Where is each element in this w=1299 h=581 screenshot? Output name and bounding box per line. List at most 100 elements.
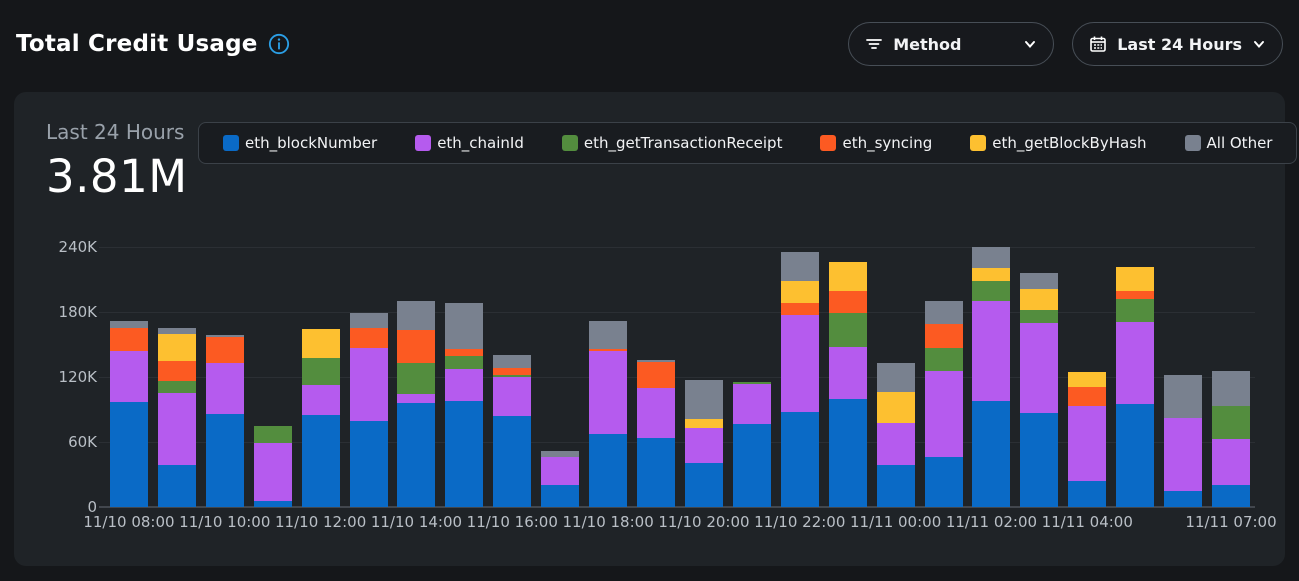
bar-segment-eth_chainId bbox=[1116, 321, 1155, 405]
bar-segment-All Other bbox=[972, 247, 1011, 268]
method-filter-dropdown[interactable]: Method bbox=[848, 22, 1055, 66]
time-range-dropdown[interactable]: Last 24 Hours bbox=[1072, 22, 1283, 66]
stacked-bar-11-11-05-00[interactable] bbox=[1116, 266, 1155, 507]
bar-segment-All Other bbox=[1020, 273, 1059, 290]
bar-segment-eth_getTransactionReceipt bbox=[828, 313, 867, 347]
legend-item-eth_getTransactionReceipt[interactable]: eth_getTransactionReceipt bbox=[561, 134, 783, 152]
bar-segment-eth_syncing bbox=[637, 361, 676, 388]
bar-segment-All Other bbox=[349, 313, 388, 329]
stacked-bar-11-11-06-00[interactable] bbox=[1164, 374, 1203, 507]
legend-item-eth_blockNumber[interactable]: eth_blockNumber bbox=[223, 134, 377, 152]
bar-segment-eth_chainId bbox=[397, 394, 436, 403]
stacked-bar-11-11-04-00[interactable] bbox=[1068, 371, 1107, 507]
bar-segment-eth_blockNumber bbox=[253, 500, 292, 507]
y-axis-label: 60K bbox=[68, 433, 97, 451]
bar-segment-eth_getBlockByHash bbox=[780, 280, 819, 304]
stacked-bar-11-10-16-00[interactable] bbox=[493, 355, 532, 507]
bar-segment-eth_chainId bbox=[637, 387, 676, 438]
bar-segment-eth_getTransactionReceipt bbox=[732, 382, 771, 384]
bar-segment-All Other bbox=[924, 301, 963, 324]
bar-segment-eth_chainId bbox=[301, 384, 340, 415]
legend-label: eth_syncing bbox=[842, 134, 933, 152]
method-filter-label: Method bbox=[893, 34, 962, 54]
stacked-bar-11-10-22-00[interactable] bbox=[780, 252, 819, 507]
legend-item-eth_getBlockByHash[interactable]: eth_getBlockByHash bbox=[970, 134, 1147, 152]
stacked-bar-11-11-00-00[interactable] bbox=[876, 362, 915, 507]
bar-segment-eth_syncing bbox=[397, 330, 436, 363]
legend-swatch bbox=[970, 135, 987, 151]
bar-segment-eth_syncing bbox=[1068, 386, 1107, 407]
legend-item-eth_syncing[interactable]: eth_syncing bbox=[820, 134, 932, 152]
x-axis-line bbox=[99, 506, 1255, 508]
bar-segment-eth_chainId bbox=[157, 393, 196, 465]
calendar-icon bbox=[1090, 36, 1107, 52]
stacked-bar-11-10-18-00[interactable] bbox=[589, 320, 628, 507]
stacked-bar-11-10-09-00[interactable] bbox=[157, 328, 196, 507]
bar-segment-eth_syncing bbox=[924, 323, 963, 348]
bar-segment-eth_getBlockByHash bbox=[828, 262, 867, 292]
bar-segment-eth_syncing bbox=[109, 328, 148, 352]
page-header: Total Credit Usage Method bbox=[0, 0, 1299, 88]
stacked-bar-11-10-11-00[interactable] bbox=[253, 425, 292, 507]
bar-segment-eth_getTransactionReceipt bbox=[1212, 406, 1251, 439]
y-axis-label: 180K bbox=[58, 303, 97, 321]
stacked-bar-11-10-13-00[interactable] bbox=[349, 313, 388, 507]
gridline bbox=[99, 442, 1255, 443]
stacked-bar-11-10-08-00[interactable] bbox=[109, 320, 148, 507]
bar-segment-eth_blockNumber bbox=[684, 462, 723, 507]
bar-segment-eth_syncing bbox=[828, 291, 867, 314]
legend-item-All Other[interactable]: All Other bbox=[1184, 134, 1272, 152]
bar-segment-eth_chainId bbox=[589, 351, 628, 435]
bar-segment-eth_chainId bbox=[924, 370, 963, 458]
bar-segment-eth_blockNumber bbox=[493, 416, 532, 507]
stacked-bar-11-11-03-00[interactable] bbox=[1020, 273, 1059, 507]
bar-segment-All Other bbox=[876, 362, 915, 393]
bar-segment-eth_blockNumber bbox=[732, 423, 771, 507]
bar-segment-eth_chainId bbox=[493, 377, 532, 416]
stacked-bar-11-10-19-00[interactable] bbox=[637, 359, 676, 507]
bar-segment-eth_getTransactionReceipt bbox=[397, 362, 436, 395]
stacked-bar-11-10-23-00[interactable] bbox=[828, 262, 867, 507]
bar-segment-eth_chainId bbox=[109, 351, 148, 402]
stacked-bar-11-11-01-00[interactable] bbox=[924, 301, 963, 507]
legend-label: eth_getTransactionReceipt bbox=[583, 134, 783, 152]
bar-segment-eth_getTransactionReceipt bbox=[253, 425, 292, 444]
stacked-bar-11-10-12-00[interactable] bbox=[301, 329, 340, 507]
chart-legend: eth_blockNumber eth_chainId eth_getTransac… bbox=[198, 122, 1298, 164]
stacked-bar-11-10-10-00[interactable] bbox=[205, 334, 244, 507]
bar-segment-eth_getBlockByHash bbox=[1068, 371, 1107, 387]
x-axis-label: 11/10 16:00 bbox=[466, 513, 558, 531]
info-icon[interactable] bbox=[268, 33, 290, 55]
bar-segment-eth_getTransactionReceipt bbox=[924, 347, 963, 371]
legend-item-eth_chainId[interactable]: eth_chainId bbox=[415, 134, 524, 152]
bar-segment-eth_chainId bbox=[541, 457, 580, 486]
legend-swatch bbox=[820, 135, 837, 151]
bar-segment-eth_blockNumber bbox=[828, 398, 867, 507]
x-axis-label: 11/11 07:00 bbox=[1185, 513, 1277, 531]
bar-segment-eth_blockNumber bbox=[637, 437, 676, 507]
bar-segment-eth_blockNumber bbox=[541, 485, 580, 507]
bar-segment-eth_getBlockByHash bbox=[301, 329, 340, 358]
x-axis-label: 11/10 18:00 bbox=[562, 513, 654, 531]
bar-segment-All Other bbox=[205, 334, 244, 337]
bar-segment-eth_chainId bbox=[828, 346, 867, 399]
y-axis-label: 240K bbox=[58, 238, 97, 256]
bar-segment-eth_getTransactionReceipt bbox=[972, 280, 1011, 302]
stacked-bar-11-10-17-00[interactable] bbox=[541, 450, 580, 507]
bar-segment-eth_blockNumber bbox=[1068, 481, 1107, 507]
usage-card: Last 24 Hours 3.81M eth_blockNumber eth_c… bbox=[14, 92, 1298, 566]
stacked-bar-11-11-02-00[interactable] bbox=[972, 247, 1011, 507]
stacked-bar-11-11-07-00[interactable] bbox=[1212, 370, 1251, 507]
bar-segment-All Other bbox=[1212, 370, 1251, 407]
stacked-bar-11-10-20-00[interactable] bbox=[684, 380, 723, 507]
stacked-bar-11-10-15-00[interactable] bbox=[445, 303, 484, 507]
legend-swatch bbox=[223, 135, 239, 151]
legend-swatch bbox=[415, 135, 432, 151]
bar-segment-eth_getTransactionReceipt bbox=[493, 374, 532, 377]
legend-label: eth_getBlockByHash bbox=[992, 134, 1147, 152]
stacked-bar-11-10-21-00[interactable] bbox=[732, 382, 771, 507]
stacked-bar-11-10-14-00[interactable] bbox=[397, 301, 436, 507]
x-axis-label: 11/11 02:00 bbox=[945, 513, 1038, 531]
bar-segment-eth_chainId bbox=[205, 362, 244, 414]
x-axis-label: 11/10 10:00 bbox=[179, 513, 271, 531]
